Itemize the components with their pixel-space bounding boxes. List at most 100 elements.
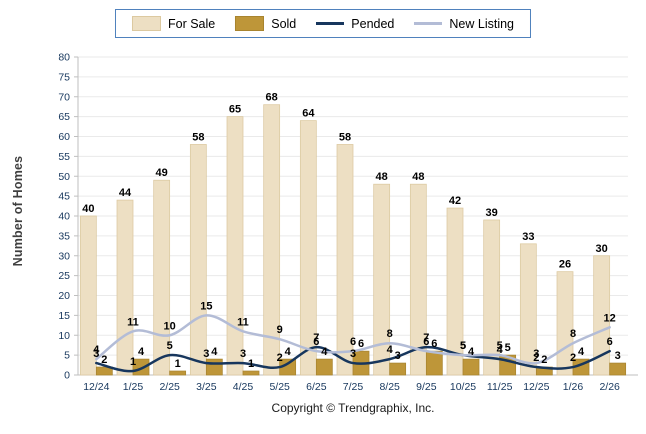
value-label-for-sale: 58 (192, 131, 204, 143)
value-label-for-sale: 33 (522, 231, 534, 243)
bar-sold (205, 358, 223, 376)
y-tick-label: 55 (58, 151, 70, 163)
value-label-for-sale: 44 (119, 187, 132, 199)
value-label-sold: 1 (248, 358, 254, 370)
value-label-new-listing: 6 (313, 336, 319, 348)
value-label-sold: 1 (175, 358, 181, 370)
y-tick-label: 45 (58, 191, 70, 203)
x-tick-label: 8/25 (379, 381, 400, 393)
y-tick-label: 20 (58, 290, 70, 302)
value-label-for-sale: 65 (229, 104, 241, 116)
legend-label-for-sale: For Sale (167, 16, 216, 31)
bar-for-sale (446, 207, 464, 376)
value-label-pended: 6 (607, 336, 613, 348)
value-label-for-sale: 30 (596, 243, 608, 255)
x-tick-label: 11/25 (487, 381, 513, 393)
value-label-pended: 3 (350, 348, 356, 360)
value-label-sold: 6 (358, 338, 364, 350)
value-label-for-sale: 42 (449, 195, 461, 207)
value-label-for-sale: 48 (412, 171, 424, 183)
y-tick-label: 75 (58, 71, 70, 83)
value-label-sold: 2 (101, 354, 107, 366)
legend-item-new-listing: New Listing (414, 17, 514, 31)
bar-sold (609, 362, 627, 376)
legend-item-sold: Sold (235, 16, 296, 31)
bar-for-sale (336, 144, 354, 376)
bar-for-sale (189, 144, 207, 376)
x-tick-label: 2/26 (599, 381, 620, 393)
legend-label-new-listing: New Listing (449, 16, 515, 31)
x-tick-label: 10/25 (450, 381, 476, 393)
bar-for-sale (593, 255, 611, 376)
legend-item-pended: Pended (316, 17, 394, 31)
value-label-sold: 4 (138, 346, 145, 358)
value-label-pended: 4 (387, 344, 394, 356)
bar-sold (242, 370, 260, 376)
value-label-pended: 7 (313, 332, 319, 344)
value-label-pended: 7 (423, 332, 429, 344)
value-label-pended: 2 (570, 352, 576, 364)
legend-label-sold: Sold (271, 16, 297, 31)
x-tick-label: 9/25 (416, 381, 437, 393)
value-label-pended: 3 (240, 348, 246, 360)
value-label-new-listing: 8 (570, 328, 576, 340)
line-new-listing (95, 314, 611, 365)
x-tick-label: 1/25 (123, 381, 144, 393)
value-label-sold: 4 (285, 346, 292, 358)
value-label-new-listing: 6 (423, 336, 429, 348)
y-tick-label: 40 (58, 211, 70, 223)
y-tick-label: 35 (58, 230, 70, 242)
x-tick-label: 12/24 (83, 381, 109, 393)
x-tick-label: 12/25 (523, 381, 549, 393)
bar-for-sale (153, 179, 171, 376)
legend-label-pended: Pended (351, 16, 395, 31)
x-tick-label: 2/25 (159, 381, 180, 393)
value-label-new-listing: 6 (350, 336, 356, 348)
y-tick-label: 25 (58, 270, 70, 282)
bar-for-sale (263, 104, 281, 376)
value-label-pended: 3 (93, 348, 99, 360)
bar-sold (389, 362, 407, 376)
value-label-new-listing: 5 (460, 340, 466, 352)
value-label-for-sale: 64 (302, 108, 315, 120)
value-label-pended: 2 (277, 352, 283, 364)
y-tick-label: 15 (58, 310, 70, 322)
y-tick-label: 30 (58, 250, 70, 262)
value-label-sold: 2 (541, 354, 547, 366)
value-label-for-sale: 26 (559, 259, 571, 271)
bar-for-sale (483, 219, 501, 376)
y-tick-label: 80 (58, 52, 70, 64)
y-tick-label: 10 (58, 330, 70, 342)
value-label-for-sale: 40 (82, 203, 94, 215)
bar-sold (425, 350, 443, 376)
value-label-new-listing: 15 (200, 300, 212, 312)
value-label-new-listing: 3 (533, 348, 539, 360)
new-listing-line-swatch-icon (414, 22, 443, 25)
value-label-new-listing: 10 (164, 320, 176, 332)
sold-swatch-icon (235, 16, 265, 31)
value-label-new-listing: 5 (497, 340, 503, 352)
y-tick-label: 0 (64, 370, 70, 382)
value-label-new-listing: 12 (604, 312, 616, 324)
bar-for-sale (79, 215, 97, 376)
value-label-new-listing: 4 (93, 344, 100, 356)
bar-sold (315, 358, 333, 376)
copyright-text: Copyright © Trendgraphix, Inc. (271, 401, 435, 415)
value-label-for-sale: 39 (486, 207, 498, 219)
value-label-sold: 4 (578, 346, 585, 358)
bar-sold (95, 366, 113, 376)
value-label-new-listing: 8 (387, 328, 393, 340)
value-label-sold: 4 (321, 346, 328, 358)
bar-for-sale (299, 120, 317, 376)
line-pended (95, 345, 611, 373)
x-tick-label: 3/25 (196, 381, 217, 393)
x-tick-label: 6/25 (306, 381, 327, 393)
bar-for-sale (409, 183, 427, 376)
y-tick-label: 60 (58, 131, 70, 143)
bar-for-sale (116, 199, 134, 376)
y-tick-label: 50 (58, 171, 70, 183)
value-label-pended: 5 (167, 340, 173, 352)
value-label-sold: 4 (468, 346, 475, 358)
